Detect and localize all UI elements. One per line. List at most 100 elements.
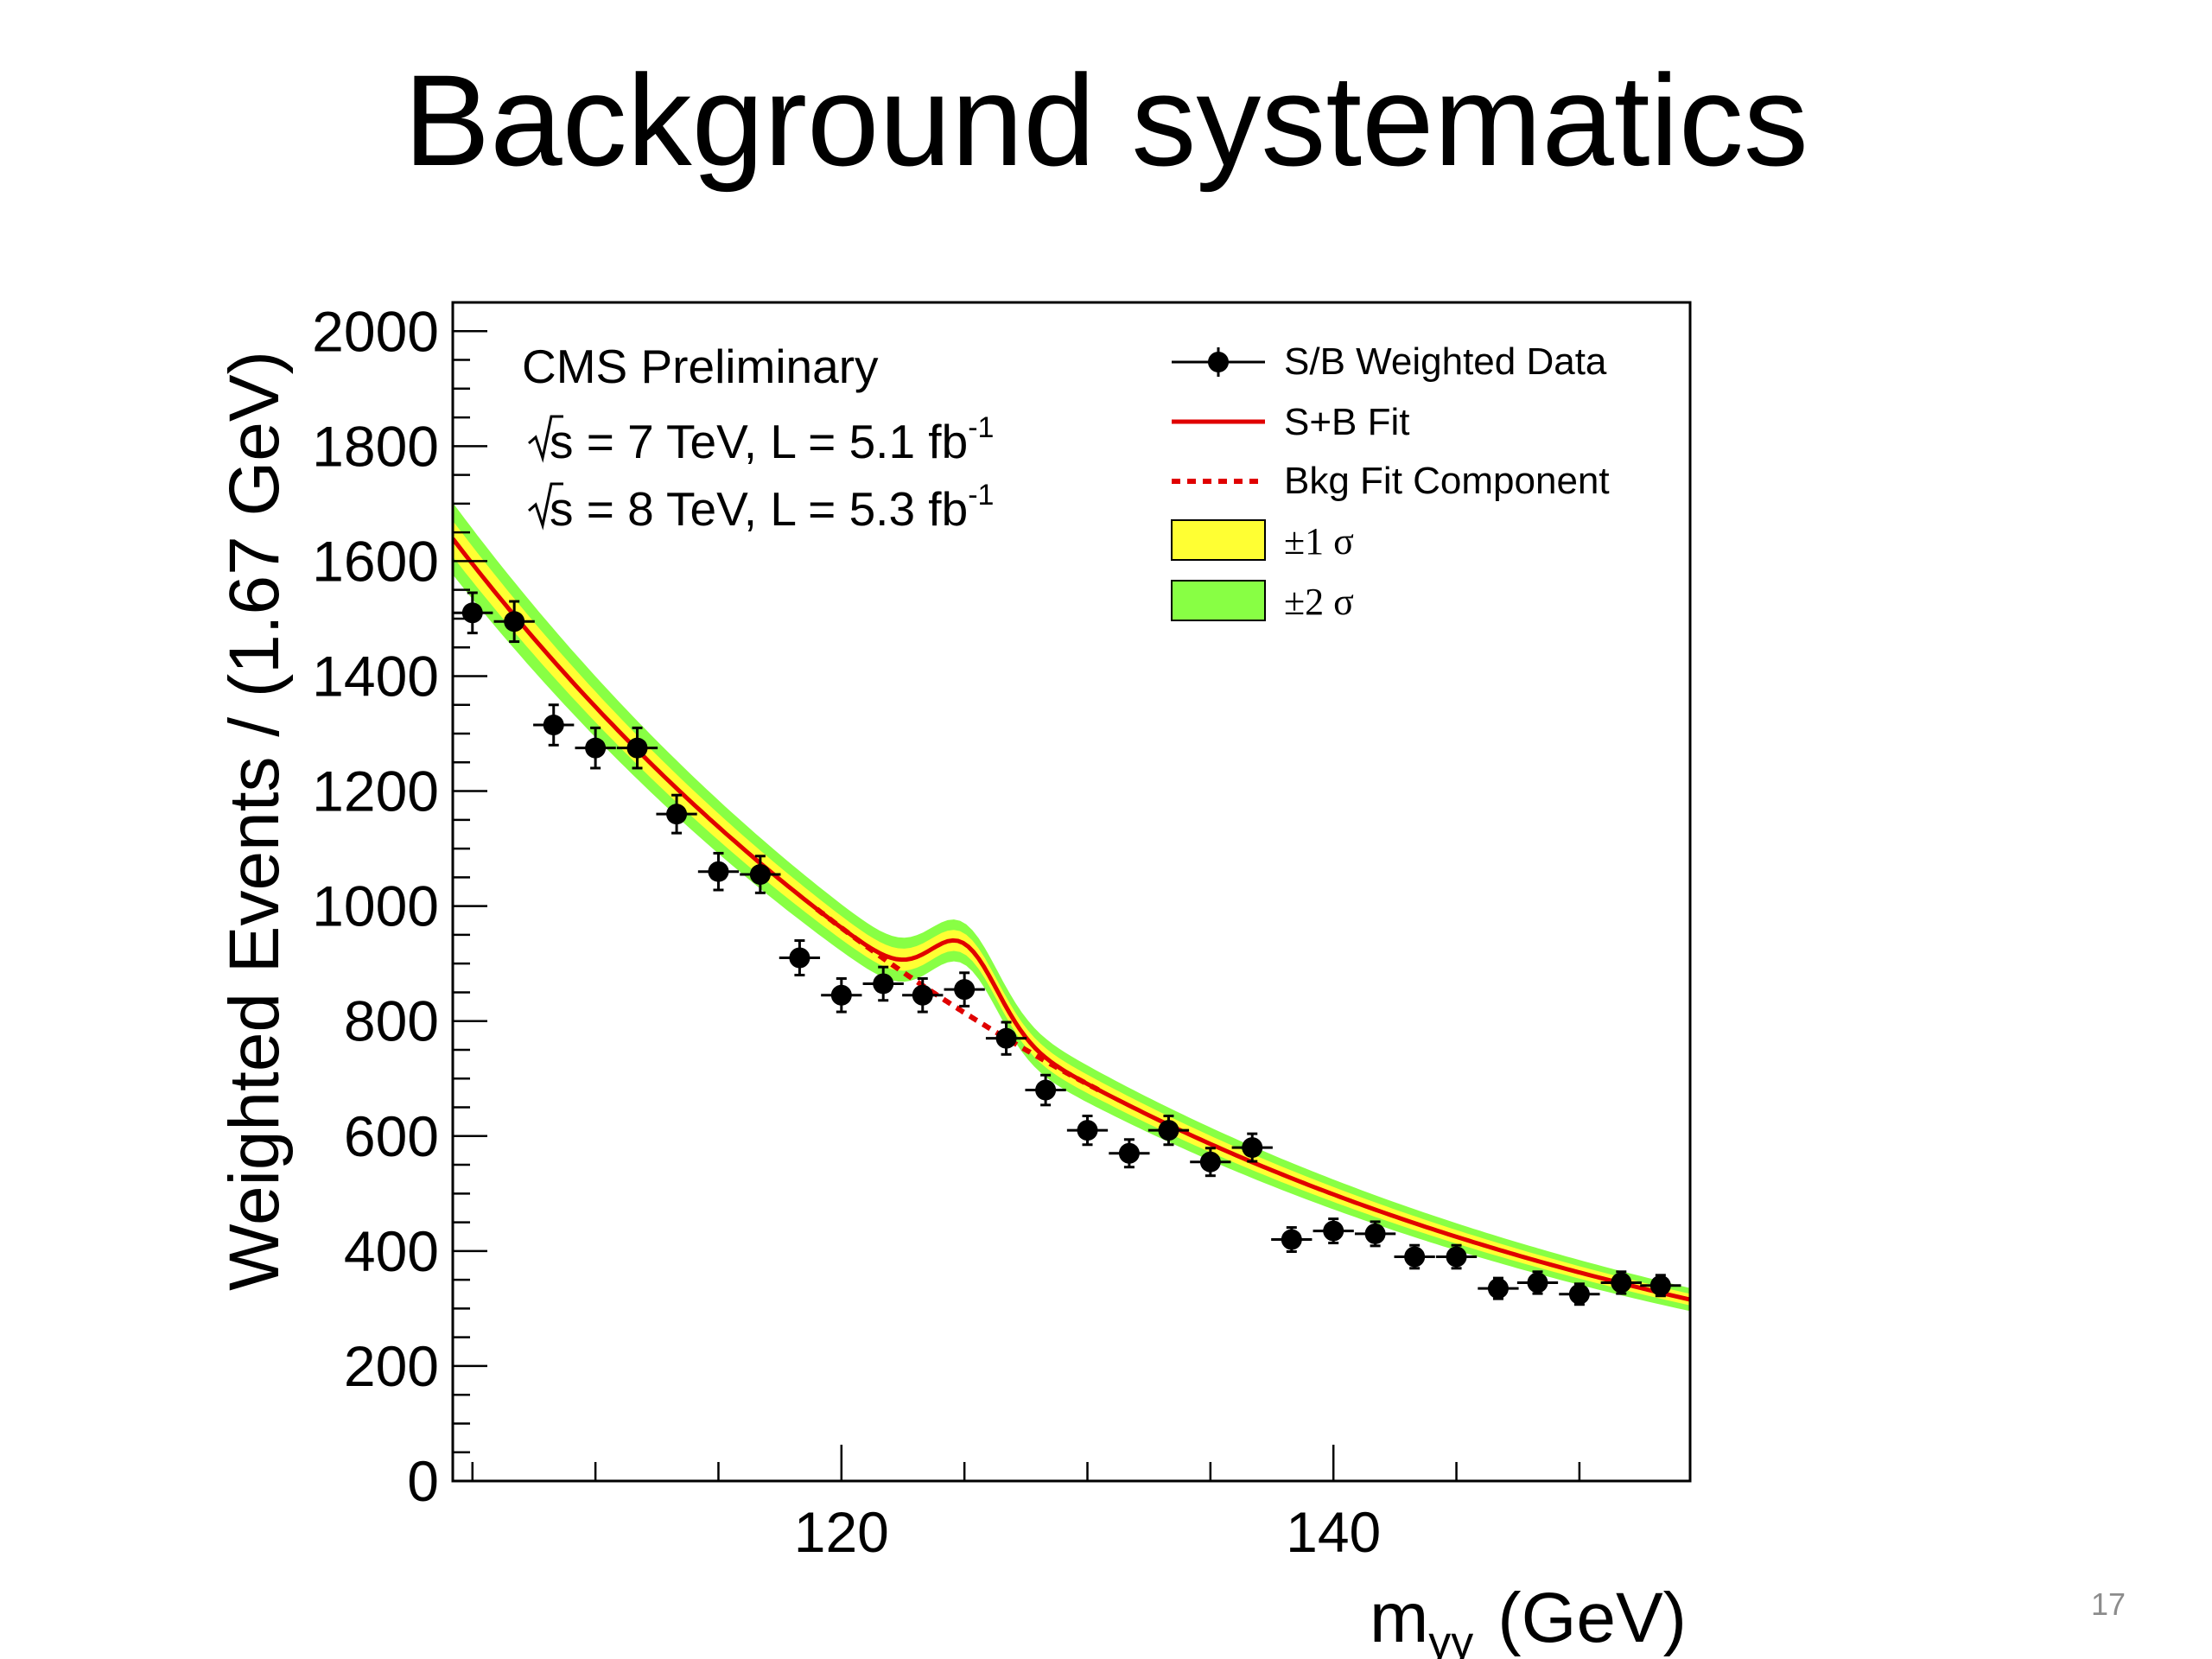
data-point — [1147, 1114, 1190, 1147]
lumi-line-2: s = 8 TeV, L = 5.3 fb-1 — [528, 479, 994, 536]
y-tick-label: 400 — [344, 1219, 439, 1283]
data-point — [533, 703, 575, 747]
page-number: 17 — [2090, 1586, 2126, 1622]
y-tick-label: 800 — [344, 989, 439, 1053]
data-point — [1600, 1270, 1642, 1295]
data-point-marker — [1035, 1079, 1057, 1101]
data-points — [452, 591, 1681, 1306]
data-point — [1313, 1217, 1354, 1245]
y-tick-label: 200 — [344, 1334, 439, 1398]
data-point — [1025, 1073, 1066, 1107]
data-point-marker — [666, 804, 688, 825]
data-point — [1066, 1114, 1109, 1147]
y-tick-label: 1600 — [312, 529, 439, 593]
data-point — [656, 793, 697, 835]
y-axis-title: Weighted Events / (1.67 GeV) — [215, 351, 294, 1291]
data-point — [1354, 1220, 1396, 1248]
data-point-marker — [708, 861, 729, 882]
sqrt-symbol-1 — [528, 415, 563, 463]
legend-entry-1sigma: ±1 σ — [1171, 519, 1354, 563]
data-point-marker — [1199, 1151, 1221, 1173]
legend-entry-data: S/B Weighted Data — [1172, 340, 1607, 383]
legend-data-marker — [1208, 352, 1229, 372]
data-point — [740, 855, 781, 894]
data-point-marker — [1242, 1137, 1263, 1159]
lumi-line-2-main: s = 8 TeV, L = 5.3 fb — [550, 482, 968, 536]
data-point-marker — [1404, 1246, 1426, 1268]
x-tick-label: 140 — [1286, 1500, 1381, 1564]
data-point — [697, 851, 740, 892]
legend-1sigma-box — [1171, 519, 1266, 561]
legend-label-data: S/B Weighted Data — [1284, 340, 1607, 383]
data-point-marker — [1323, 1220, 1344, 1242]
one-sigma-band — [453, 520, 1690, 1306]
data-point-marker — [1611, 1272, 1632, 1294]
data-point — [862, 965, 904, 1002]
data-point-marker — [504, 611, 525, 632]
data-point-marker — [461, 602, 483, 624]
legend-label-2sigma: ±2 σ — [1284, 581, 1354, 623]
x-axis-title-unit: (GeV) — [1497, 1579, 1687, 1657]
data-point — [616, 726, 658, 770]
data-point-marker — [626, 737, 648, 759]
plot-frame — [451, 301, 1692, 1483]
data-point — [985, 1020, 1027, 1056]
legend-label-sb-fit: S+B Fit — [1284, 401, 1410, 443]
data-point — [1190, 1147, 1231, 1178]
legend-entry-sb-fit: S+B Fit — [1172, 401, 1410, 443]
x-axis-title-main: m — [1370, 1579, 1428, 1657]
lumi-line-1-sup: -1 — [968, 411, 994, 444]
lumi-line-1-main: s = 7 TeV, L = 5.1 fb — [550, 415, 968, 468]
data-point — [1640, 1274, 1681, 1298]
sb-fit-curve — [453, 537, 1690, 1302]
lumi-line-1: s = 7 TeV, L = 5.1 fb-1 — [528, 411, 994, 468]
data-point-marker — [912, 984, 933, 1006]
y-tick-label: 1800 — [312, 414, 439, 478]
data-point-marker — [749, 864, 771, 886]
lumi-line-2-sup: -1 — [968, 479, 994, 512]
x-tick-labels: 120 140 — [794, 1500, 1382, 1564]
y-tick-label: 1200 — [312, 760, 439, 823]
x-tick-label: 120 — [794, 1500, 889, 1564]
data-point — [1394, 1243, 1435, 1270]
data-point-marker — [873, 973, 894, 995]
y-tick-label: 1000 — [312, 874, 439, 938]
legend-entry-bkg: Bkg Fit Component — [1172, 460, 1610, 502]
lumi-line-2-text: s = 8 TeV, L = 5.3 fb-1 — [550, 479, 994, 536]
data-point — [1516, 1270, 1559, 1295]
sqrt-symbol-2 — [528, 482, 563, 531]
data-point — [1231, 1132, 1273, 1163]
data-point-marker — [1649, 1274, 1671, 1296]
data-point-marker — [1281, 1229, 1302, 1250]
data-point — [1559, 1282, 1600, 1306]
data-point — [575, 726, 616, 770]
data-point-marker — [1487, 1278, 1509, 1300]
legend-entry-2sigma: ±2 σ — [1171, 580, 1354, 623]
axis-ticks — [453, 330, 1581, 1483]
slide-title: Background systematics — [404, 48, 1808, 193]
data-point-marker — [789, 947, 810, 969]
legend-label-1sigma: ±1 σ — [1284, 520, 1354, 563]
data-point-marker — [1527, 1272, 1548, 1294]
legend: S/B Weighted Data S+B Fit Bkg Fit Compon… — [1171, 340, 1610, 623]
y-tick-label: 0 — [407, 1449, 439, 1513]
data-point-marker — [1446, 1246, 1467, 1268]
data-point — [902, 976, 944, 1014]
data-point-marker — [954, 979, 976, 1001]
two-sigma-band — [453, 502, 1690, 1312]
y-tick-label: 1400 — [312, 644, 439, 708]
y-tick-label: 2000 — [312, 299, 439, 363]
y-tick-label: 600 — [344, 1104, 439, 1168]
data-point-marker — [1158, 1120, 1179, 1141]
data-point — [1435, 1243, 1478, 1270]
data-point-marker — [1118, 1142, 1140, 1164]
data-point — [1478, 1276, 1519, 1300]
data-point-marker — [585, 737, 607, 759]
data-point — [821, 976, 862, 1014]
experiment-label: CMS Preliminary — [522, 340, 879, 393]
data-point-marker — [1077, 1120, 1098, 1141]
data-point-marker — [995, 1027, 1017, 1049]
x-axis-title: mγγ (GeV) — [1370, 1579, 1687, 1659]
data-point-marker — [1568, 1283, 1590, 1305]
